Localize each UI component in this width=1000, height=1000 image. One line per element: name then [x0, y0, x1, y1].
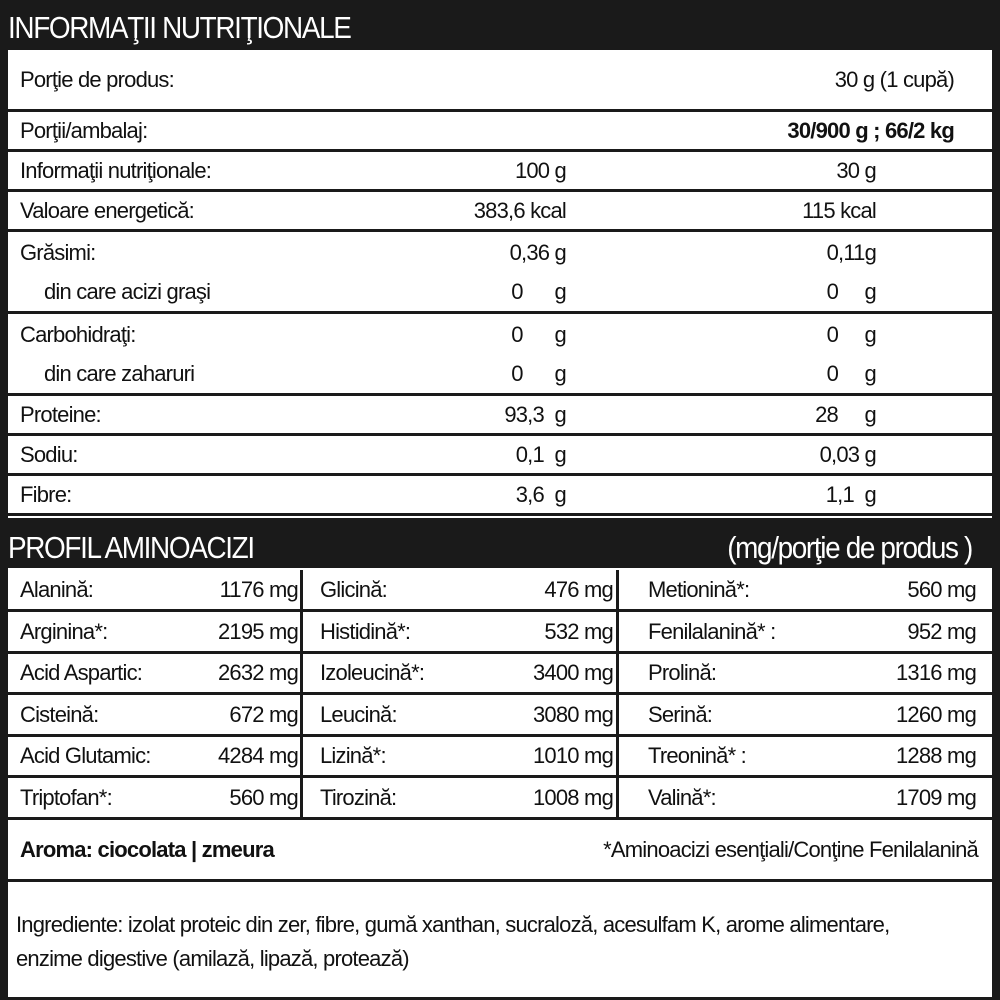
columns-row: Informaţii nutriţionale: 100 g 30 g	[8, 152, 992, 192]
cell: Fibre:	[20, 481, 72, 507]
amino-name: Tirozină:	[320, 784, 397, 810]
amino-value: 672 mg	[229, 701, 298, 727]
cell: 0 g	[826, 279, 877, 304]
cell: Valoare energetică:	[20, 197, 195, 223]
amino-row: Acid Aspartic: 2632 mg Izoleucină*: 3400 mg…	[8, 653, 992, 695]
cell: Porţie de produs:	[20, 66, 175, 92]
cell: 0 g	[511, 279, 567, 304]
amino-name: Triptofan*:	[20, 784, 113, 810]
amino-row: Triptofan*: 560 mg Tirozină: 1008 mg Valină*…	[8, 778, 992, 820]
cell: 0 g	[826, 321, 877, 347]
amino-name: Leucină:	[320, 701, 398, 727]
amino-name: Alanină:	[20, 576, 94, 602]
cell: Porţii/ambalaj:	[20, 117, 148, 143]
cell: 30/900 g ; 66/2 kg	[787, 117, 954, 143]
amino-name: Treonină* :	[648, 742, 747, 768]
amino-value: 2632 mg	[217, 659, 299, 685]
amino-name: Cisteină:	[20, 701, 99, 727]
nutrient-row: din care acizi graşi 0 g 0 g	[8, 273, 992, 314]
amino-value: 476 mg	[544, 576, 613, 602]
ingredients-line2: enzime digestive (amilază, lipază, prote…	[16, 946, 410, 971]
ingredients: Ingrediente: izolat proteic din zer, fib…	[8, 912, 992, 992]
nutrient-row: Proteine: 93,3 g 28 g	[8, 396, 992, 436]
amino-name: Histidină*:	[320, 618, 411, 644]
cell: 0 g	[826, 361, 877, 386]
amino-row: Acid Glutamic: 4284 mg Lizină*: 1010 mg Treo…	[8, 736, 992, 778]
cell: Grăsimi:	[20, 239, 96, 265]
cell: 3,6 g	[515, 481, 567, 507]
nutrient-row: Sodiu: 0,1 g 0,03 g	[8, 436, 992, 476]
per-pack-row: Porţii/ambalaj: 30/900 g ; 66/2 kg	[8, 112, 992, 152]
cell: 115 kcal	[802, 197, 877, 223]
cell: 30 g (1 cupă)	[834, 66, 955, 92]
nutrition-title: INFORMAŢII NUTRIŢIONALE	[8, 10, 352, 45]
cell: 0,1 g	[515, 441, 567, 467]
cell: 0 g	[511, 361, 567, 386]
amino-title: PROFIL AMINOACIZI	[8, 530, 255, 565]
amino-name: Acid Glutamic:	[20, 742, 151, 768]
amino-name: Serină:	[648, 701, 713, 727]
amino-name: Lizină*:	[320, 742, 387, 768]
ingredients-line1: Ingrediente: izolat proteic din zer, fib…	[16, 912, 890, 937]
footnote: *Aminoacizi esenţiali/Conţine Fenilalani…	[603, 836, 979, 862]
amino-value: 1010 mg	[532, 742, 614, 768]
amino-name: Arginina*:	[20, 618, 108, 644]
amino-value: 4284 mg	[217, 742, 299, 768]
cell: 0 g	[511, 321, 567, 347]
amino-value: 532 mg	[544, 618, 613, 644]
cell: 0,36 g	[509, 239, 567, 265]
cell: 0,03 g	[819, 441, 877, 467]
nutrition-header: INFORMAŢII NUTRIŢIONALE	[0, 0, 1000, 50]
nutrient-row: Grăsimi: 0,36 g 0,11g	[8, 232, 992, 273]
amino-name: Metionină*:	[648, 576, 750, 602]
cell: Sodiu:	[20, 441, 78, 467]
nutrient-row: Valoare energetică: 383,6 kcal 115 kcal	[8, 192, 992, 232]
nutrient-row: Fibre: 3,6 g 1,1 g	[8, 476, 992, 516]
cell: din care acizi graşi	[44, 279, 211, 304]
amino-value: 560 mg	[907, 576, 976, 602]
amino-header: PROFIL AMINOACIZI (mg/porţie de produs )	[0, 518, 1000, 568]
cell: 28 g	[815, 401, 877, 427]
amino-row: Cisteină: 672 mg Leucină: 3080 mg Serină: 126…	[8, 695, 992, 737]
amino-name: Fenilalanină* :	[648, 618, 776, 644]
cell: 383,6 kcal	[473, 197, 567, 223]
nutrient-row: Carbohidraţi: 0 g 0 g	[8, 314, 992, 355]
amino-value: 952 mg	[907, 618, 976, 644]
cell: 30 g	[836, 157, 876, 183]
amino-value: 3400 mg	[532, 659, 614, 685]
amino-name: Acid Aspartic:	[20, 659, 143, 685]
serving-row: Porţie de produs: 30 g (1 cupă)	[8, 50, 992, 112]
amino-value: 560 mg	[229, 784, 298, 810]
amino-value: 1709 mg	[895, 784, 977, 810]
cell: Informaţii nutriţionale:	[20, 157, 212, 183]
aroma: Aroma: ciocolata | zmeura	[20, 836, 275, 862]
cell: din care zaharuri	[44, 361, 195, 386]
amino-value: 1176 mg	[219, 576, 299, 602]
cell: 100 g	[514, 157, 567, 183]
amino-value: 1316 mg	[895, 659, 977, 685]
amino-value: 1260 mg	[895, 701, 977, 727]
amino-name: Prolină:	[648, 659, 717, 685]
amino-row: Alanină: 1176 mg Glicină: 476 mg Metionină*:…	[8, 570, 992, 612]
cell: 0,11g	[826, 239, 877, 265]
amino-value: 3080 mg	[532, 701, 614, 727]
cell: Proteine:	[20, 401, 102, 427]
cell: 1,1 g	[825, 481, 877, 507]
amino-name: Izoleucină*:	[320, 659, 425, 685]
cell: 93,3 g	[504, 401, 566, 427]
amino-name: Valină*:	[648, 784, 717, 810]
cell: Carbohidraţi:	[20, 321, 136, 347]
amino-name: Glicină:	[320, 576, 388, 602]
amino-row: Arginina*: 2195 mg Histidină*: 532 mg Fenila…	[8, 612, 992, 654]
aroma-row: Aroma: ciocolata | zmeura *Aminoacizi es…	[8, 820, 992, 882]
amino-value: 1008 mg	[532, 784, 614, 810]
amino-unit: (mg/porţie de produs )	[727, 530, 973, 565]
amino-value: 1288 mg	[895, 742, 977, 768]
nutrient-row: din care zaharuri 0 g 0 g	[8, 355, 992, 396]
amino-value: 2195 mg	[217, 618, 299, 644]
